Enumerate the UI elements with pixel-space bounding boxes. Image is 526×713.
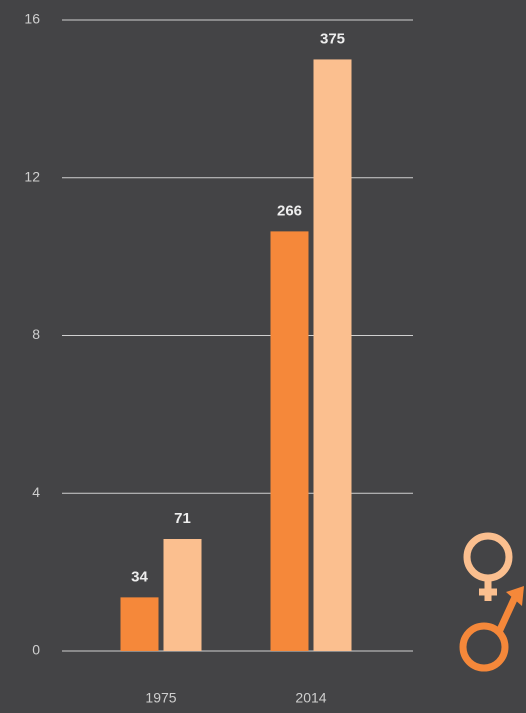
bar (120, 597, 159, 651)
female-circle (463, 532, 513, 582)
value-label: 266 (277, 202, 302, 219)
legend-female (463, 532, 513, 601)
x-tick-label: 1975 (145, 690, 176, 706)
bar (270, 231, 309, 651)
y-tick-label: 12 (24, 168, 40, 184)
value-label: 34 (131, 568, 148, 585)
y-tick-label: 4 (32, 484, 40, 500)
value-label: 71 (174, 510, 191, 527)
value-label: 375 (320, 30, 345, 47)
y-tick-label: 8 (32, 326, 40, 342)
y-tick-label: 16 (24, 11, 40, 27)
male-arrow-head (506, 586, 524, 606)
legend-male (459, 586, 524, 672)
bar (163, 538, 202, 651)
bar (313, 59, 352, 651)
male-circle (459, 622, 509, 672)
y-tick-label: 0 (32, 642, 40, 658)
male-arrow-shaft (495, 593, 520, 634)
x-tick-label: 2014 (295, 690, 326, 706)
